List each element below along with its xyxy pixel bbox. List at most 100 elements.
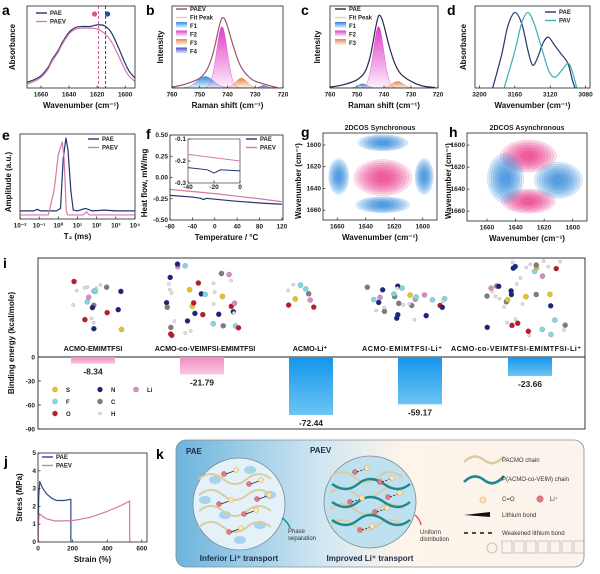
- y-tick-label: -0.3: [175, 180, 187, 187]
- x-tick-label: 1600: [565, 225, 580, 232]
- chart-title: 2DCOS Asynchronous: [490, 125, 565, 132]
- y-tick-label: 1: [32, 521, 36, 528]
- paev-structure-circle: [323, 455, 417, 549]
- atom: [307, 297, 313, 303]
- atom-legend-label: C: [111, 400, 116, 406]
- x-tick-label: 760: [167, 92, 178, 99]
- category-label: ACMO-co-VEIMTFSI-EMIMTFSI-Li⁺: [451, 344, 581, 353]
- plot-area: [330, 14, 438, 88]
- paev-caption: Improved Li⁺ transport: [327, 554, 414, 563]
- plot-area: [27, 24, 135, 85]
- category-label: ACMO-EMIMTFSI: [64, 344, 123, 353]
- contour-level: [539, 165, 578, 195]
- atom: [292, 296, 298, 302]
- y-tick-label: 1660: [307, 207, 322, 214]
- x-tick-label: 400: [102, 546, 113, 553]
- contour-level: [333, 167, 344, 186]
- legend-label: PACMO chain: [502, 458, 540, 464]
- y-tick-label: 2: [32, 503, 36, 510]
- contour-level: [366, 199, 400, 210]
- atom: [163, 299, 170, 306]
- atom: [510, 260, 515, 265]
- contour-level: [357, 134, 409, 151]
- atom: [533, 262, 539, 268]
- contour-level: [332, 165, 345, 188]
- contour-level: [369, 200, 397, 209]
- x-axis-label: Wavenumber (cm⁻¹): [342, 233, 418, 242]
- atom-legend-label: S: [66, 388, 70, 394]
- contour-level: [329, 160, 348, 193]
- atom-legend-label: F: [66, 400, 70, 406]
- li-ion: [377, 479, 383, 485]
- legend-label: Fit Peak: [349, 16, 373, 22]
- contour-level: [370, 138, 396, 147]
- atom: [374, 308, 378, 313]
- atom: [364, 284, 371, 290]
- phase-separation-label: separation: [288, 536, 316, 542]
- y-tick-label: 1600: [307, 142, 322, 149]
- atom: [509, 322, 515, 329]
- atom: [92, 288, 99, 294]
- panel-letter: c: [301, 2, 309, 18]
- x-tick-label: 730: [250, 92, 261, 99]
- atom: [407, 302, 411, 306]
- negative-correlation-peak: [487, 152, 524, 204]
- category-label: ACMO-EMIMTFSI-Li⁺: [362, 344, 442, 353]
- panel-letter: g: [301, 124, 310, 140]
- series-line-paev: [170, 188, 282, 203]
- lithium-bond: [220, 500, 230, 505]
- atom: [412, 318, 417, 322]
- panel-i: i 0 -30 -60 -90 Binding energy (kcal/mole) ACM…: [3, 255, 586, 434]
- atom: [182, 263, 188, 269]
- lithium-bond: [225, 470, 235, 475]
- atom: [508, 288, 514, 294]
- phase-separation-label: Phase: [288, 529, 306, 535]
- x-tick-label: 3120: [543, 92, 558, 99]
- atom: [174, 261, 181, 267]
- atom: [513, 317, 518, 321]
- atom: [484, 324, 490, 331]
- watermark-glyph: [549, 540, 561, 554]
- pacmo-chain: [198, 489, 272, 501]
- atom-legend-label: Li: [147, 388, 153, 394]
- atom: [291, 282, 296, 287]
- atom: [226, 271, 232, 278]
- x-tick-label: 0: [36, 546, 40, 553]
- ion-cluster: [234, 536, 246, 544]
- atom: [394, 315, 400, 321]
- pae-title: PAE: [186, 447, 203, 456]
- positive-correlation-peak: [353, 159, 413, 196]
- y-tick-label: -0.25: [153, 196, 168, 203]
- peak-arrow-icon: [104, 11, 111, 17]
- watermark-glyph: [537, 540, 549, 554]
- plot-area: [38, 480, 131, 542]
- category-label: ACMO-Li⁺: [293, 344, 328, 353]
- x-tick-label: 3200: [472, 92, 487, 99]
- atom: [98, 283, 103, 287]
- atom: [379, 287, 386, 293]
- li-ion: [246, 481, 252, 487]
- atom: [232, 311, 236, 315]
- legend-label: F3: [190, 41, 198, 47]
- atom: [103, 284, 110, 290]
- contour-level: [543, 169, 574, 192]
- contour-level: [374, 202, 392, 208]
- y-tick-label: -30: [26, 379, 36, 386]
- x-tick-label: 10⁻¹: [33, 223, 46, 230]
- panel-letter: k: [156, 446, 164, 462]
- contour-level: [331, 163, 346, 190]
- pacmo-chain: [329, 519, 403, 531]
- contour-level: [422, 172, 427, 181]
- series-line-pae: [330, 14, 436, 88]
- bar: [180, 357, 224, 375]
- series-line-pae: [27, 24, 135, 83]
- atom: [381, 308, 388, 315]
- contour-level: [362, 164, 404, 191]
- contour-level: [509, 192, 548, 210]
- series-line-paev: [38, 500, 131, 542]
- atom: [496, 283, 502, 290]
- x-tick-label: 1620: [387, 224, 402, 231]
- atom: [528, 262, 532, 266]
- panel-g: g 2DCOS Synchronous 1660 1640 1620 1600 1600 16…: [294, 124, 438, 242]
